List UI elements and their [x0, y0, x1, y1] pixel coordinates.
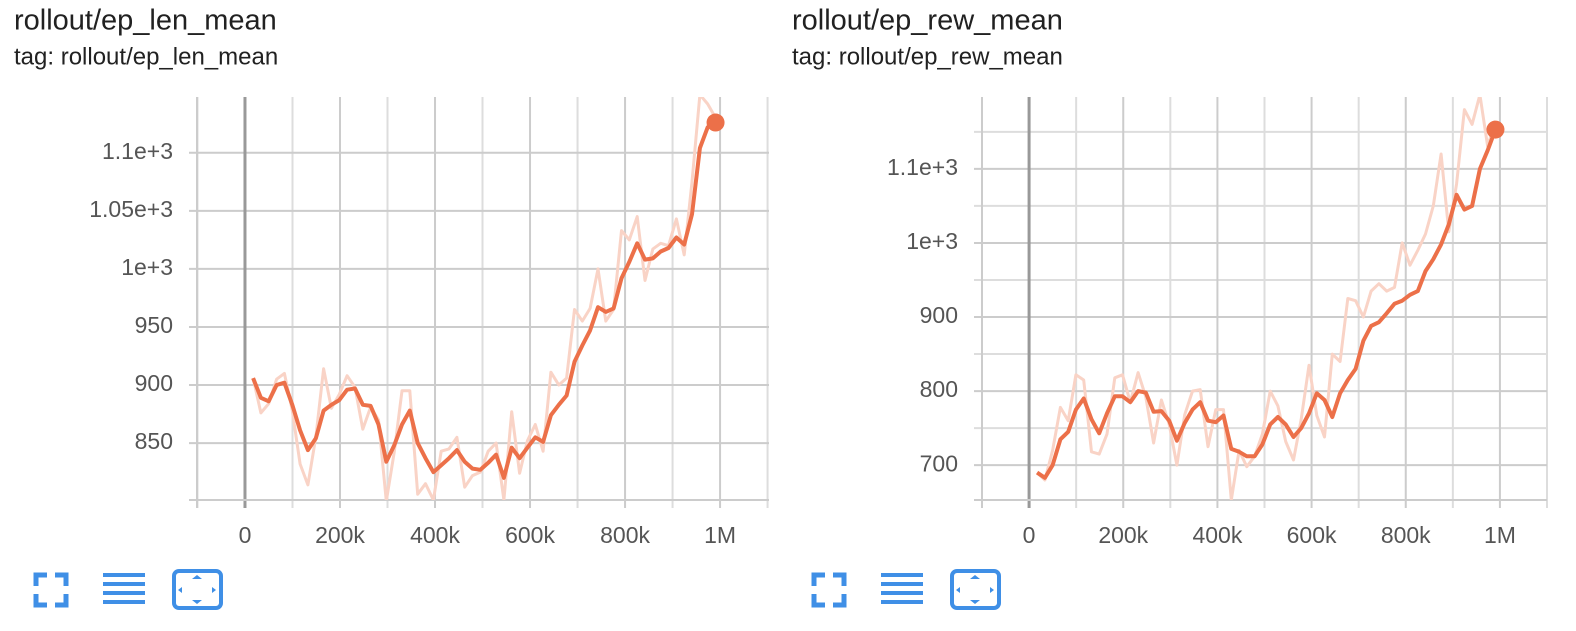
chart-subtitle: tag: rollout/ep_rew_mean — [792, 43, 1063, 70]
last-point — [706, 113, 725, 132]
fullscreen-button[interactable] — [811, 572, 847, 608]
y-tick-label: 800 — [920, 376, 958, 402]
x-tick-label: 0 — [1023, 522, 1036, 548]
x-tick-label: 400k — [410, 522, 460, 548]
x-tick-label: 200k — [315, 522, 365, 548]
y-tick-label: 1e+3 — [906, 228, 958, 254]
plot-lines — [1035, 97, 1498, 500]
y-tick-label: 1.05e+3 — [89, 196, 173, 222]
last-point — [1486, 120, 1505, 139]
raw-line — [1036, 97, 1497, 500]
x-tick-label: 1M — [1484, 522, 1516, 548]
x-tick-label: 0 — [239, 522, 252, 548]
x-tick-label: 200k — [1098, 522, 1148, 548]
y-tick-label: 900 — [135, 370, 173, 396]
y-tick-label: 850 — [135, 428, 173, 454]
fit-domain-button[interactable] — [950, 569, 1001, 610]
smoothed-line — [1035, 128, 1498, 480]
fit-domain-arrows — [956, 575, 994, 604]
fit-domain-arrows — [178, 575, 216, 604]
x-tick-label: 600k — [1287, 522, 1337, 548]
x-tick-label: 1M — [704, 522, 736, 548]
x-tick-label: 800k — [600, 522, 650, 548]
smoothed-line — [251, 120, 717, 480]
y-tick-label: 1.1e+3 — [887, 154, 958, 180]
chart-title: rollout/ep_rew_mean — [792, 5, 1063, 37]
x-tick-label: 400k — [1192, 522, 1242, 548]
raw-line — [251, 97, 717, 500]
fullscreen-button[interactable] — [33, 572, 69, 608]
data-table-button[interactable] — [103, 573, 145, 604]
x-tick-label: 800k — [1381, 522, 1431, 548]
fit-domain-button[interactable] — [172, 569, 223, 610]
chart-subtitle: tag: rollout/ep_len_mean — [14, 43, 278, 70]
x-tick-label: 600k — [505, 522, 555, 548]
y-tick-label: 1e+3 — [121, 254, 173, 280]
plot-lines — [251, 97, 717, 500]
y-tick-label: 950 — [135, 312, 173, 338]
data-table-button[interactable] — [881, 573, 923, 604]
y-tick-label: 900 — [920, 302, 958, 328]
chart-title: rollout/ep_len_mean — [14, 5, 277, 37]
y-tick-label: 1.1e+3 — [102, 138, 173, 164]
card-icons — [33, 569, 1001, 610]
y-tick-label: 700 — [920, 450, 958, 476]
